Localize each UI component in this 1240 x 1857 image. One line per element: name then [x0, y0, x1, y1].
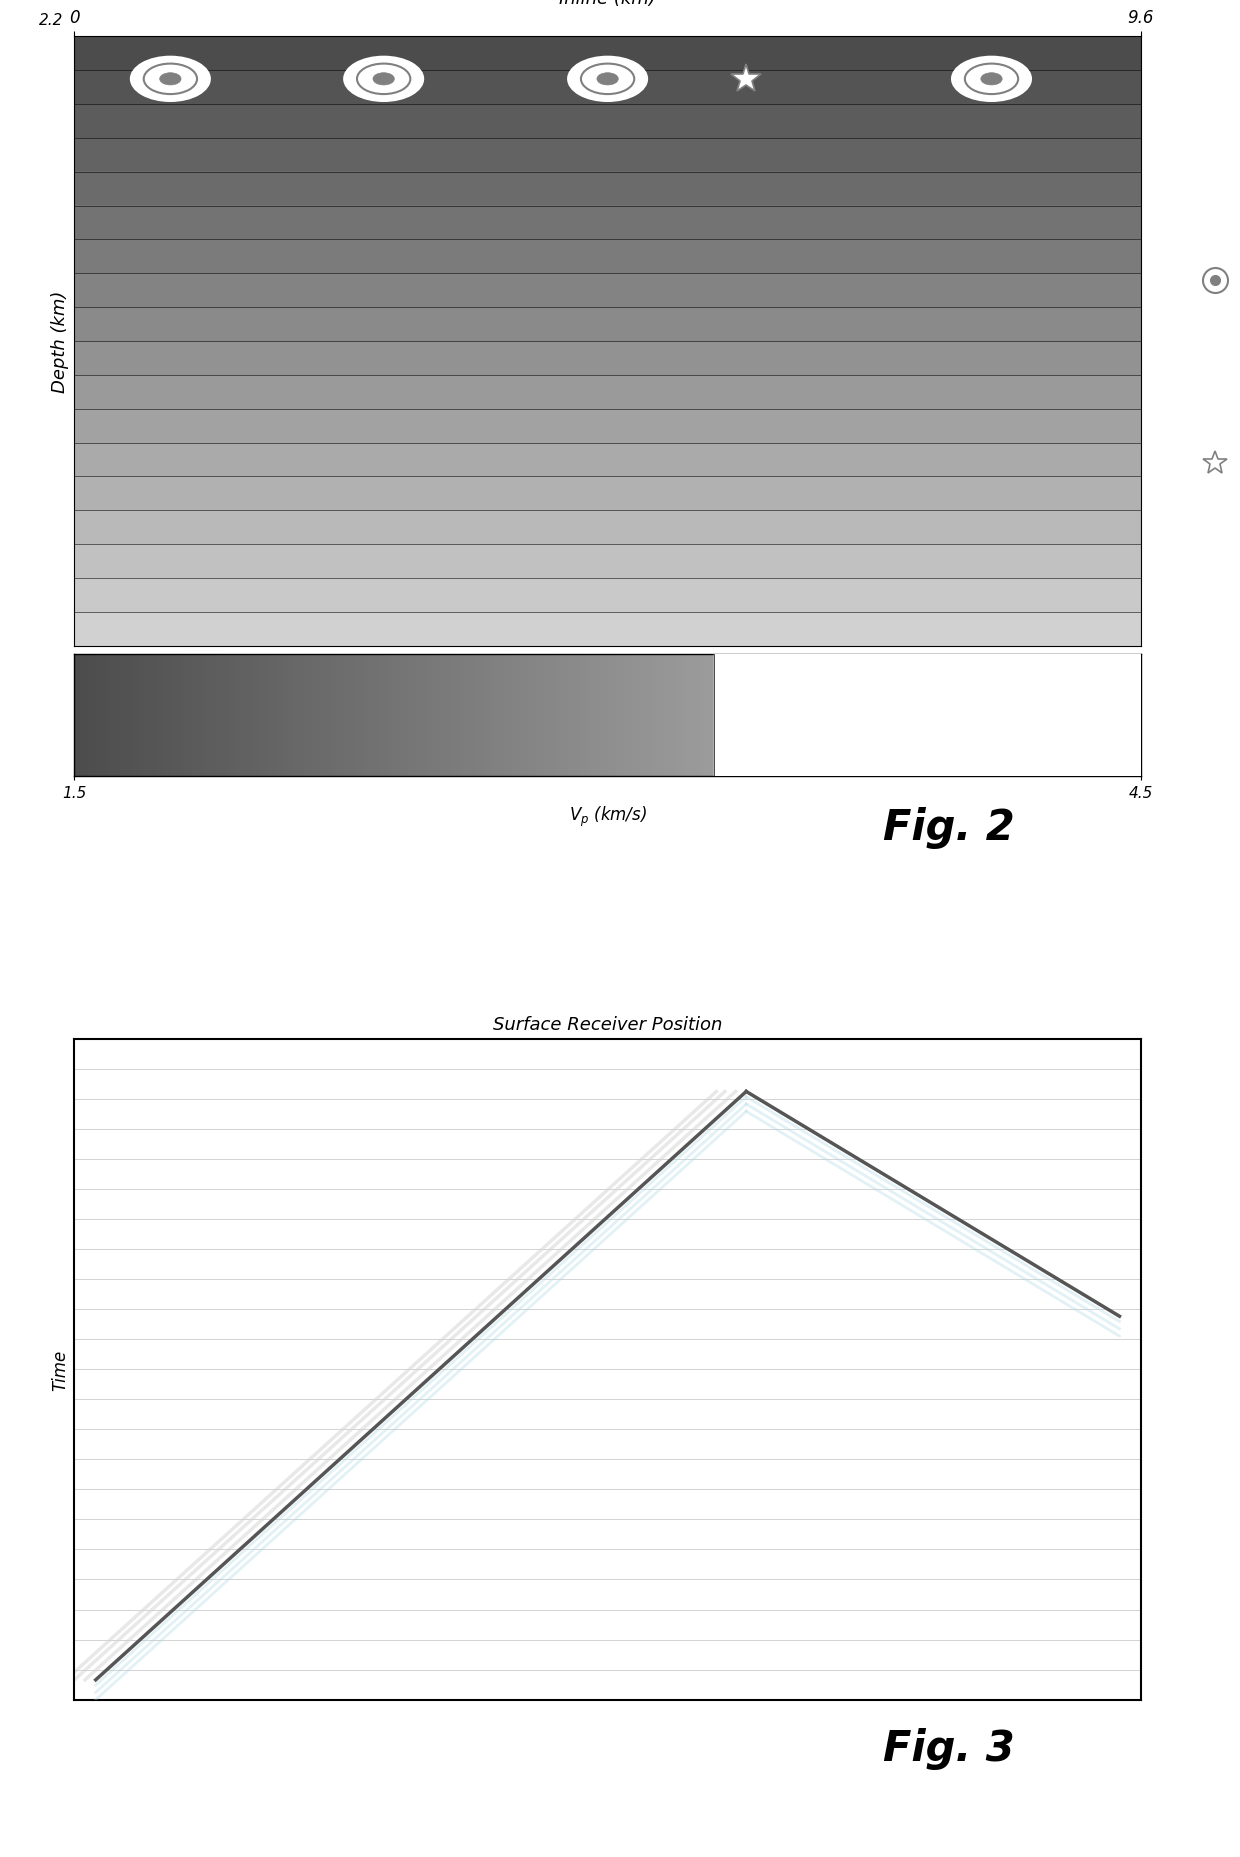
Circle shape — [343, 58, 424, 102]
Text: 2.2: 2.2 — [40, 13, 63, 28]
X-axis label: Inline (km): Inline (km) — [559, 0, 656, 7]
Circle shape — [981, 74, 1002, 85]
Text: Surface Receiver Position: Surface Receiver Position — [494, 1016, 722, 1032]
Circle shape — [144, 65, 197, 95]
Circle shape — [951, 58, 1032, 102]
Circle shape — [373, 74, 394, 85]
Circle shape — [130, 58, 211, 102]
Circle shape — [580, 65, 634, 95]
Circle shape — [596, 74, 619, 85]
Circle shape — [357, 65, 410, 95]
Y-axis label: Depth (km): Depth (km) — [51, 292, 69, 394]
X-axis label: $V_p$ (km/s): $V_p$ (km/s) — [569, 804, 646, 828]
Text: Fig. 3: Fig. 3 — [883, 1727, 1014, 1768]
Text: Fig. 2: Fig. 2 — [883, 806, 1014, 849]
Circle shape — [160, 74, 181, 85]
Y-axis label: Time: Time — [51, 1348, 69, 1391]
Circle shape — [965, 65, 1018, 95]
Circle shape — [567, 58, 649, 102]
Bar — [714, 656, 1141, 776]
